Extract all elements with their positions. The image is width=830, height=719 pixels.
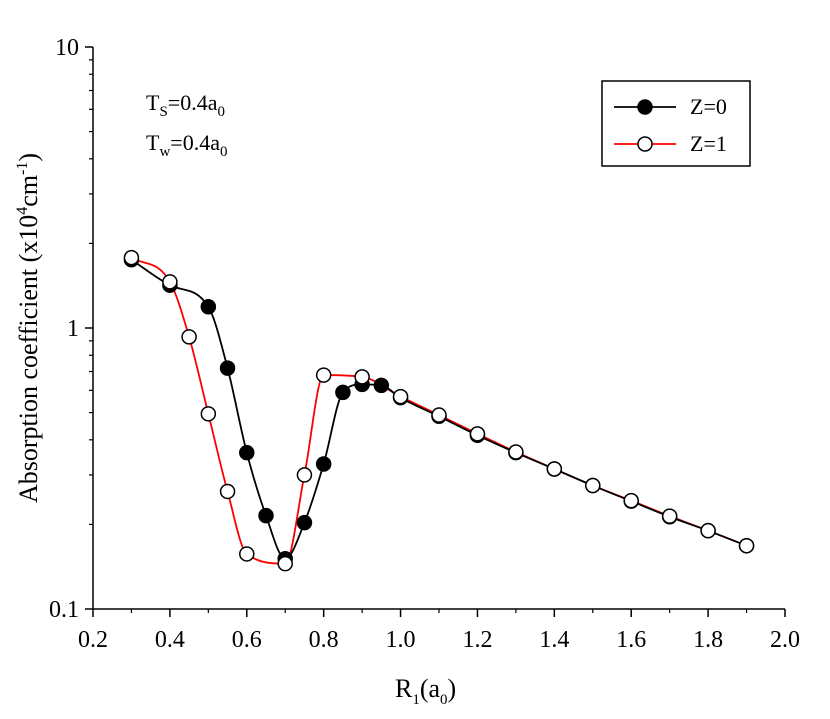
x-tick-label: 2.0	[770, 627, 800, 653]
x-tick-label: 1.0	[386, 627, 416, 653]
point-z1	[123, 249, 140, 266]
point-z1	[181, 329, 197, 345]
x-tick-label: 0.8	[309, 627, 339, 653]
x-tick-label: 0.4	[155, 627, 185, 653]
y-tick-label: 1	[67, 316, 79, 342]
point-z1	[585, 477, 601, 494]
point-z1	[315, 367, 332, 383]
point-z1	[738, 537, 755, 554]
point-z1	[469, 426, 486, 442]
point-z0	[335, 384, 351, 401]
x-axis-label: R1(a0)	[395, 674, 456, 708]
series-markers	[123, 249, 755, 572]
x-tick-label: 1.4	[539, 627, 569, 653]
point-z1	[392, 388, 409, 405]
point-z1	[200, 406, 217, 422]
y-axis-label: Absorption coefficient (x104cm-1)	[14, 153, 43, 503]
legend-label-z0: Z=0	[690, 94, 727, 119]
y-tick-label: 0.1	[49, 597, 79, 623]
point-z1	[700, 522, 716, 539]
x-tick-label: 0.2	[78, 627, 108, 653]
point-z1	[508, 444, 524, 460]
annotation-tw: Tw=0.4a0	[146, 130, 227, 160]
legend-marker-z0	[637, 99, 653, 115]
point-z0	[219, 360, 236, 376]
point-z1	[219, 483, 236, 500]
annotation-ts: TS=0.4a0	[146, 90, 225, 120]
x-tick-label: 1.2	[462, 627, 492, 653]
legend: Z=0 Z=1	[601, 80, 751, 167]
axis-ticks	[85, 46, 786, 617]
point-z1	[296, 467, 313, 483]
point-z0	[315, 456, 332, 472]
point-z1	[277, 555, 293, 572]
y-tick-label: 10	[55, 35, 79, 61]
point-z0	[296, 514, 313, 531]
point-z1	[431, 407, 447, 423]
point-z0	[239, 444, 255, 461]
tick-labels: 0.2 0.4 0.6 0.8 1.0 1.2 1.4 1.6 1.8 2.0 0.1 1 10	[49, 35, 800, 653]
point-z0	[200, 299, 217, 315]
point-z1	[546, 461, 563, 477]
point-z1	[354, 369, 370, 385]
point-z1	[623, 492, 639, 509]
x-tick-label: 1.6	[616, 627, 646, 653]
legend-box	[601, 80, 751, 167]
point-z1	[661, 508, 678, 524]
legend-marker-z1	[637, 136, 653, 152]
point-z0	[373, 377, 390, 394]
x-tick-label: 0.6	[232, 627, 262, 653]
legend-label-z1: Z=1	[690, 131, 727, 156]
point-z1	[162, 274, 178, 290]
point-z0	[258, 507, 274, 524]
x-tick-label: 1.8	[693, 627, 723, 653]
point-z1	[239, 546, 255, 562]
